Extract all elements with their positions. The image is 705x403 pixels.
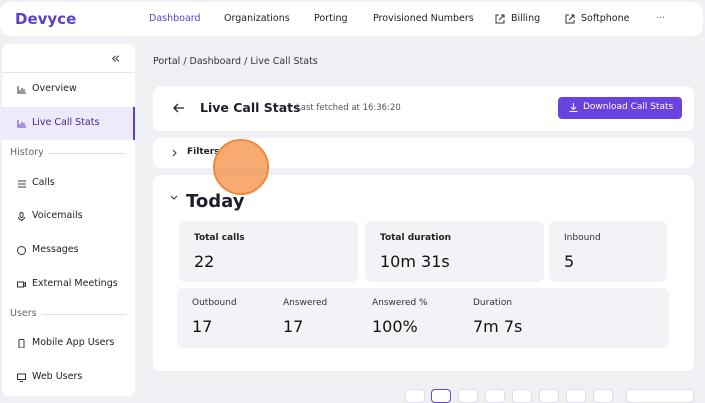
- stat-label: Inbound: [564, 233, 601, 243]
- stat-label: Duration: [473, 298, 513, 308]
- divider: [2, 72, 135, 73]
- divider: [42, 314, 126, 315]
- stat-box: [177, 288, 669, 348]
- stat-label: Total duration: [380, 233, 452, 243]
- icon: [18, 339, 25, 348]
- nav-link[interactable]: Provisioned Numbers: [373, 13, 474, 24]
- menu-item[interactable]: External Meetings: [32, 278, 118, 289]
- stat-value: 10m 31s: [380, 252, 450, 271]
- nav-link[interactable]: Softphone: [581, 13, 630, 24]
- collapse-button[interactable]: «: [111, 49, 121, 67]
- stat-box: [179, 221, 358, 282]
- stat-box: [365, 221, 544, 282]
- stat-label: Outbound: [192, 298, 237, 308]
- stat-value: 5: [564, 252, 575, 271]
- download-button[interactable]: [558, 97, 682, 119]
- logo[interactable]: Devyce: [15, 10, 77, 28]
- chevron: [170, 195, 178, 200]
- stat-box: [549, 221, 667, 282]
- stat-label: Total calls: [194, 233, 245, 243]
- breadcrumb: Portal / Dashboard / Live Call Stats: [153, 56, 318, 67]
- sidebar: [2, 44, 135, 396]
- menu-item[interactable]: Voicemails: [32, 210, 83, 221]
- icon: [17, 281, 26, 288]
- icon: [17, 86, 26, 94]
- section-label: History: [10, 147, 44, 158]
- stat-value: 17: [283, 317, 304, 336]
- nav-link[interactable]: Dashboard: [149, 13, 201, 24]
- icon: [17, 373, 26, 382]
- nav-link[interactable]: Organizations: [224, 13, 290, 24]
- more-menu[interactable]: ···: [656, 13, 666, 24]
- icon: [18, 180, 26, 188]
- external-icon: [495, 14, 505, 24]
- icon: [17, 246, 26, 255]
- menu-item[interactable]: Live Call Stats: [32, 117, 100, 128]
- stat-value: 7m 7s: [473, 317, 523, 336]
- icon: [18, 212, 25, 221]
- stat-value: 17: [192, 317, 213, 336]
- menu-item[interactable]: Mobile App Users: [32, 337, 115, 348]
- stat-value: 100%: [372, 317, 418, 336]
- menu-item[interactable]: Overview: [32, 83, 77, 94]
- icon: [17, 120, 26, 128]
- download-icon: [569, 103, 578, 112]
- back-button[interactable]: [173, 103, 185, 113]
- nav-link[interactable]: Billing: [511, 13, 541, 24]
- section-label: Users: [10, 308, 37, 319]
- chevron: [172, 149, 177, 157]
- divider: [48, 153, 126, 154]
- click-indicator: [213, 139, 269, 195]
- filters-label[interactable]: Filters: [187, 147, 220, 157]
- last-fetched: Last fetched at 16:36:20: [296, 103, 401, 113]
- nav-link[interactable]: Porting: [314, 13, 348, 24]
- external-icon: [565, 14, 575, 24]
- page-title: Live Call Stats: [200, 100, 301, 115]
- stat-label: Answered: [283, 298, 328, 308]
- menu-item[interactable]: Messages: [32, 244, 79, 255]
- top-bar: [0, 2, 703, 36]
- today-title: Today: [186, 191, 245, 212]
- menu-item[interactable]: Web Users: [32, 371, 83, 382]
- menu-item[interactable]: Calls: [32, 177, 55, 188]
- stat-label: Answered %: [372, 298, 428, 308]
- download-label: Download Call Stats: [583, 102, 674, 112]
- stat-value: 22: [194, 252, 215, 271]
